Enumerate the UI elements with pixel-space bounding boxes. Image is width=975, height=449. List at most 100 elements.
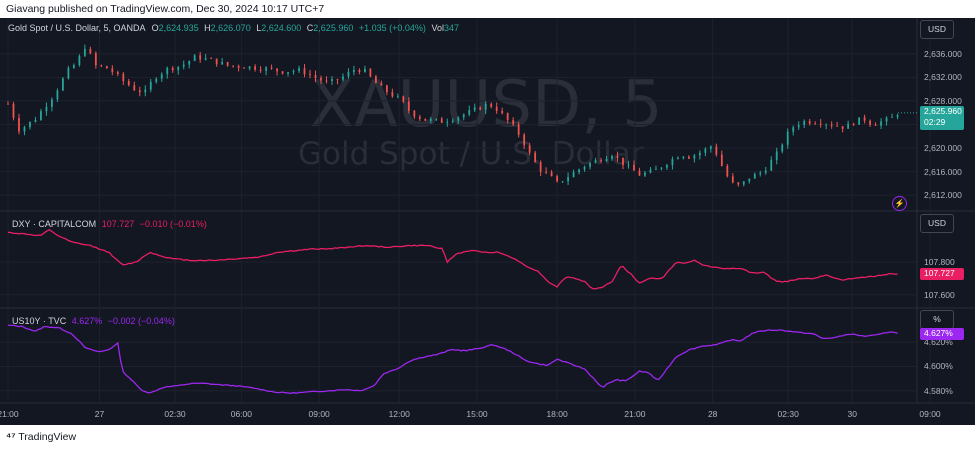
candle-body [155, 78, 158, 82]
candle-body [149, 81, 152, 90]
chart-area[interactable]: XAUUSD, 5 Gold Spot / U.S. Dollar Gold S… [0, 18, 975, 425]
candle-body [144, 89, 147, 93]
candle-body [320, 77, 322, 81]
candle-body [248, 66, 251, 69]
candle-body [353, 69, 355, 72]
candle-body [127, 80, 130, 86]
candle-body [89, 48, 92, 54]
time-tick-label: 12:00 [388, 409, 410, 419]
candle-body [808, 121, 811, 124]
price-tick-label: 4.620% [924, 337, 953, 348]
candle-body [210, 58, 213, 59]
us10y-legend-value: 4.627% [71, 316, 103, 326]
gold-close-value: 2,625.960 [313, 23, 354, 33]
candle-body [29, 121, 31, 128]
candle-body [819, 123, 822, 125]
candle-body [479, 107, 482, 110]
time-tick-label: 06:00 [230, 409, 252, 419]
gold-low-label: L [256, 23, 262, 33]
time-tick-label: 21:00 [0, 409, 19, 419]
candle-body [94, 53, 97, 66]
candle-body [215, 58, 218, 65]
candle-body [880, 121, 882, 126]
time-tick-label: 21:00 [624, 409, 646, 419]
us10y-line [7, 324, 898, 394]
candle-body [495, 106, 498, 111]
description-watermark: Gold Spot / U.S. Dollar [298, 136, 644, 172]
price-tick-label: 2,632.000 [924, 72, 962, 83]
gold-unit-button[interactable]: USD [920, 20, 954, 39]
candle-body [583, 166, 586, 170]
candle-body [166, 67, 169, 75]
candle-body [687, 156, 690, 159]
dxy-legend-change: −0.010 (−0.01%) [139, 219, 207, 229]
candle-body [803, 121, 806, 126]
gold-legend-name: Gold Spot / U.S. Dollar, 5, OANDA [8, 23, 146, 33]
candle-body [369, 68, 372, 77]
time-tick-label: 30 [847, 409, 857, 419]
gold-high-value: 2,626.070 [210, 23, 251, 33]
candle-body [649, 169, 652, 173]
candle-body [62, 78, 64, 91]
gold-change: +1.035 (+0.04%) [358, 23, 426, 33]
candle-body [611, 156, 613, 159]
candle-body [385, 85, 388, 93]
candle-body [243, 67, 246, 69]
candle-body [374, 76, 377, 84]
dxy-unit-button[interactable]: USD [920, 214, 954, 233]
candle-body [682, 156, 685, 158]
candle-body [512, 120, 515, 125]
candle-body [440, 118, 443, 123]
candle-body [556, 176, 559, 182]
candle-body [863, 117, 866, 121]
time-tick-label: 09:00 [308, 409, 330, 419]
candle-body [221, 62, 224, 65]
candle-body [303, 68, 306, 75]
lightning-icon[interactable]: ⚡ [892, 196, 907, 211]
candle-body [232, 65, 235, 67]
us10y-last-value-badge: 4.627% [920, 327, 964, 340]
gold-low-value: 2,624.600 [261, 23, 302, 33]
candle-body [270, 67, 273, 69]
candle-body [160, 74, 163, 79]
candle-body [698, 152, 701, 156]
gold-legend: Gold Spot / U.S. Dollar, 5, OANDA O2,624… [8, 22, 459, 34]
candle-body [418, 116, 421, 119]
candle-body [396, 96, 399, 98]
price-tick-label: 107.600 [924, 289, 955, 300]
candle-body [287, 72, 289, 74]
candle-body [781, 144, 784, 152]
candle-body [715, 146, 718, 155]
candle-body [720, 154, 723, 166]
candle-body [78, 55, 81, 66]
dxy-last-value-badge: 107.727 [920, 267, 964, 280]
candle-body [605, 158, 608, 162]
candle-body [841, 126, 844, 129]
candle-body [671, 159, 674, 166]
price-tick-label: 2,612.000 [924, 190, 962, 201]
gold-last-price-badge: 2,625.960 02:29 [920, 105, 964, 130]
candle-body [572, 172, 575, 178]
candle-body [358, 69, 361, 73]
candle-body [177, 66, 180, 71]
candle-body [336, 79, 339, 80]
time-tick-label: 28 [707, 409, 718, 419]
candle-body [770, 159, 773, 171]
time-tick-label: 27 [94, 409, 105, 419]
time-tick-label: 09:00 [919, 409, 941, 419]
candle-body [40, 111, 42, 120]
candle-body [188, 61, 191, 65]
candle-body [484, 103, 487, 110]
candle-body [709, 146, 712, 149]
candle-body [539, 162, 542, 172]
candle-body [56, 90, 59, 100]
time-tick-label: 02:30 [777, 409, 799, 419]
gold-countdown: 02:29 [924, 116, 946, 127]
candle-body [100, 65, 103, 67]
us10y-unit-button[interactable]: % [920, 310, 954, 329]
candle-body [830, 124, 833, 126]
candle-body [309, 74, 311, 76]
candle-body [874, 124, 877, 126]
candle-body [72, 65, 75, 69]
candle-body [869, 120, 871, 125]
